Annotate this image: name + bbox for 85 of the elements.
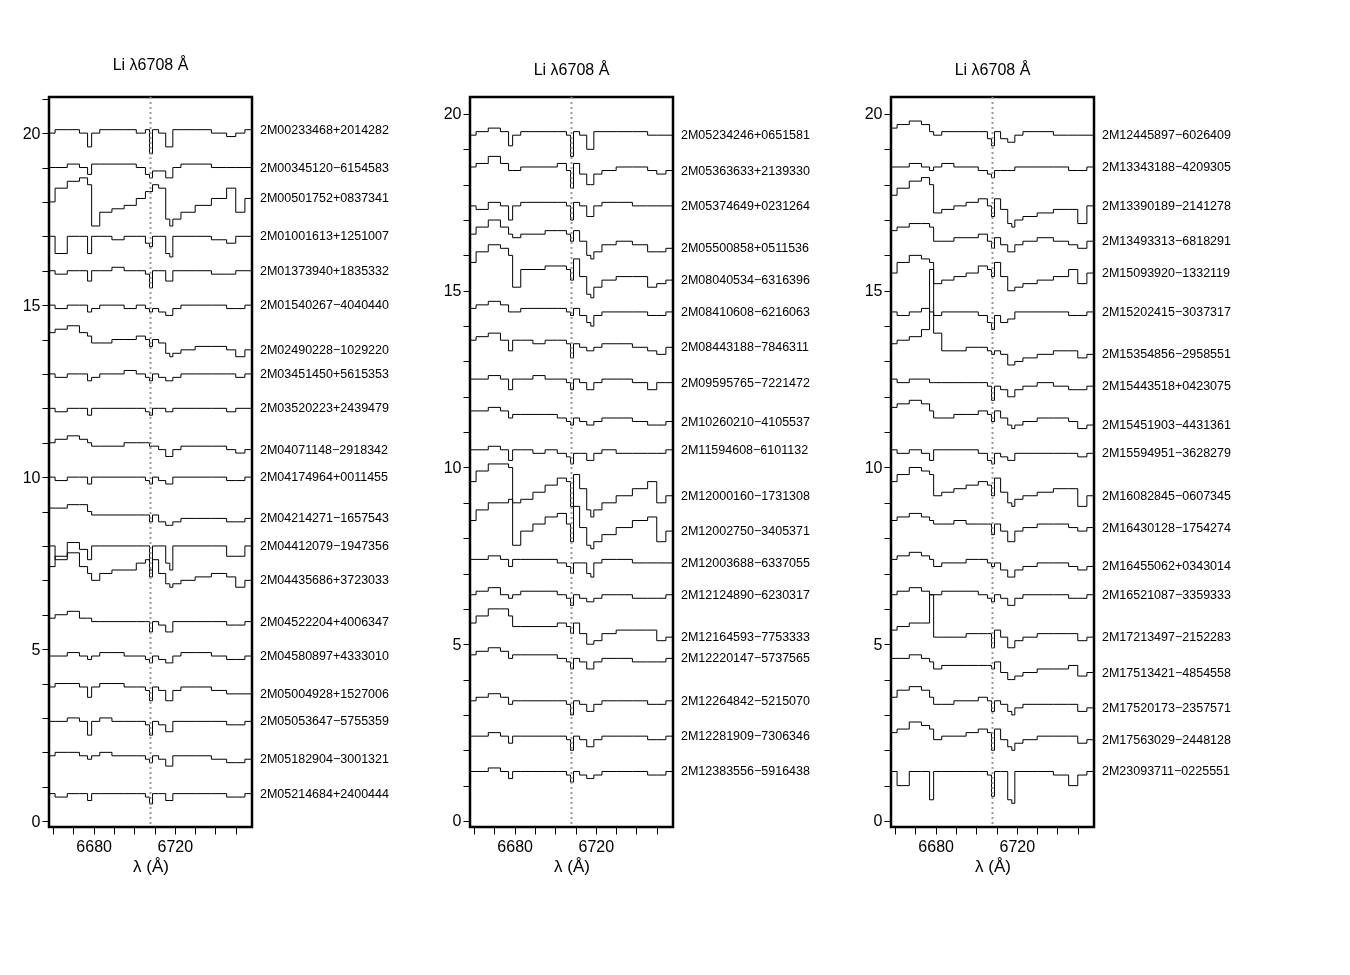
series-label: 2M12281909−7306346 xyxy=(681,729,810,744)
series-label: 2M03451450+5615353 xyxy=(260,366,389,381)
series-label: 2M00233468+2014282 xyxy=(260,122,389,137)
y-tick-label: 15 xyxy=(22,296,41,314)
series-label: 2M01540267−4040440 xyxy=(260,298,389,313)
x-tick-label: 6680 xyxy=(497,837,534,855)
series-label: 2M16082845−0607345 xyxy=(1102,488,1231,503)
series-label: 2M13493313−6818291 xyxy=(1102,234,1231,249)
y-tick-label: 15 xyxy=(443,282,462,300)
x-tick-label: 6680 xyxy=(918,837,955,855)
series-label: 2M05234246+0651581 xyxy=(681,128,810,143)
x-axis-title: λ (Å) xyxy=(133,856,169,876)
series-label: 2M08443188−7846311 xyxy=(681,340,810,355)
series-label: 2M04580897+4333010 xyxy=(260,649,389,664)
series-label: 2M11594608−6101132 xyxy=(681,442,809,457)
x-axis-title: λ (Å) xyxy=(554,856,590,876)
series-label: 2M23093711−0225551 xyxy=(1102,764,1231,779)
series-label: 2M05182904−3001321 xyxy=(260,752,389,767)
series-label: 2M04214271−1657543 xyxy=(260,511,389,526)
chart-title: Li λ6708 Å xyxy=(112,54,189,73)
series-label: 2M03520223+2439479 xyxy=(260,401,389,416)
series-label: 2M01373940+1835332 xyxy=(260,263,389,278)
y-tick-label: 15 xyxy=(864,282,883,300)
y-tick-label: 5 xyxy=(31,640,41,658)
series-label: 2M04522204+4006347 xyxy=(260,614,389,629)
series-label: 2M13343188−4209305 xyxy=(1102,160,1231,174)
series-label: 2M15354856−2958551 xyxy=(1102,347,1231,362)
series-label: 2M12003688−6337055 xyxy=(681,555,810,570)
y-tick-label: 10 xyxy=(22,468,41,486)
series-label: 2M12264842−5215070 xyxy=(681,693,810,708)
series-label: 2M09595765−7221472 xyxy=(681,375,810,390)
series-label: 2M16521087−3359333 xyxy=(1102,587,1231,602)
series-label: 2M01001613+1251007 xyxy=(260,229,389,244)
series-label: 2M12220147−5737565 xyxy=(681,651,810,666)
series-label: 2M17513421−4854558 xyxy=(1102,665,1231,680)
y-tick-label: 0 xyxy=(452,812,462,830)
y-tick-label: 0 xyxy=(31,812,41,830)
series-label: 2M05374649+0231264 xyxy=(681,198,810,213)
x-tick-label: 6680 xyxy=(76,837,113,855)
series-label: 2M04071148−2918342 xyxy=(260,442,389,457)
series-label: 2M16455062+0343014 xyxy=(1102,559,1231,574)
series-label: 2M17213497−2152283 xyxy=(1102,630,1231,645)
y-tick-label: 5 xyxy=(452,635,462,653)
series-label: 2M15443518+0423075 xyxy=(1102,379,1231,394)
chart-title: Li λ6708 Å xyxy=(954,60,1031,78)
series-label: 2M12164593−7753333 xyxy=(681,630,810,645)
series-label: 2M15202415−3037317 xyxy=(1102,304,1231,319)
y-tick-label: 5 xyxy=(873,635,883,653)
series-label: 2M12002750−3405371 xyxy=(681,524,810,539)
series-label: 2M15093920−1332119 xyxy=(1102,266,1231,281)
series-label: 2M12383556−5916438 xyxy=(681,764,810,779)
series-label: 2M04412079−1947356 xyxy=(260,538,389,553)
series-label: 2M05214684+2400444 xyxy=(260,786,389,801)
series-label: 2M08410608−6216063 xyxy=(681,304,810,319)
series-label: 2M10260210−4105537 xyxy=(681,414,810,429)
x-axis-title: λ (Å) xyxy=(975,856,1011,876)
y-tick-label: 20 xyxy=(22,124,41,142)
series-label: 2M04435686+3723033 xyxy=(260,573,389,588)
series-label: 2M13390189−2141278 xyxy=(1102,198,1231,213)
y-tick-label: 20 xyxy=(864,105,883,123)
series-label: 2M17520173−2357571 xyxy=(1102,700,1231,715)
series-label: 2M15451903−4431361 xyxy=(1102,418,1231,433)
series-label: 2M12124890−6230317 xyxy=(681,587,810,602)
series-label: 2M00345120−6154583 xyxy=(260,160,389,175)
x-tick-label: 6720 xyxy=(999,837,1036,855)
series-label: 2M08040534−6316396 xyxy=(681,273,810,288)
series-label: 2M00501752+0837341 xyxy=(260,191,389,206)
series-label: 2M02490228−1029220 xyxy=(260,342,389,357)
series-label: 2M15594951−3628279 xyxy=(1102,446,1231,461)
series-label: 2M16430128−1754274 xyxy=(1102,520,1231,535)
y-tick-label: 20 xyxy=(443,105,462,123)
series-label: 2M04174964+0011455 xyxy=(260,470,389,485)
series-label: 2M12445897−6026409 xyxy=(1102,128,1231,143)
series-label: 2M12000160−1731308 xyxy=(681,488,810,503)
x-tick-label: 6720 xyxy=(578,837,615,855)
series-label: 2M05363633+2139330 xyxy=(681,163,810,178)
x-tick-label: 6720 xyxy=(157,837,194,855)
series-label: 2M05053647−5755359 xyxy=(260,714,389,729)
series-label: 2M17563029−2448128 xyxy=(1102,732,1231,747)
y-tick-label: 10 xyxy=(864,458,883,476)
y-tick-label: 10 xyxy=(443,458,462,476)
series-label: 2M05500858+0511536 xyxy=(681,241,810,256)
chart-title: Li λ6708 Å xyxy=(533,60,610,78)
series-label: 2M05004928+1527006 xyxy=(260,686,389,701)
y-tick-label: 0 xyxy=(873,812,883,830)
